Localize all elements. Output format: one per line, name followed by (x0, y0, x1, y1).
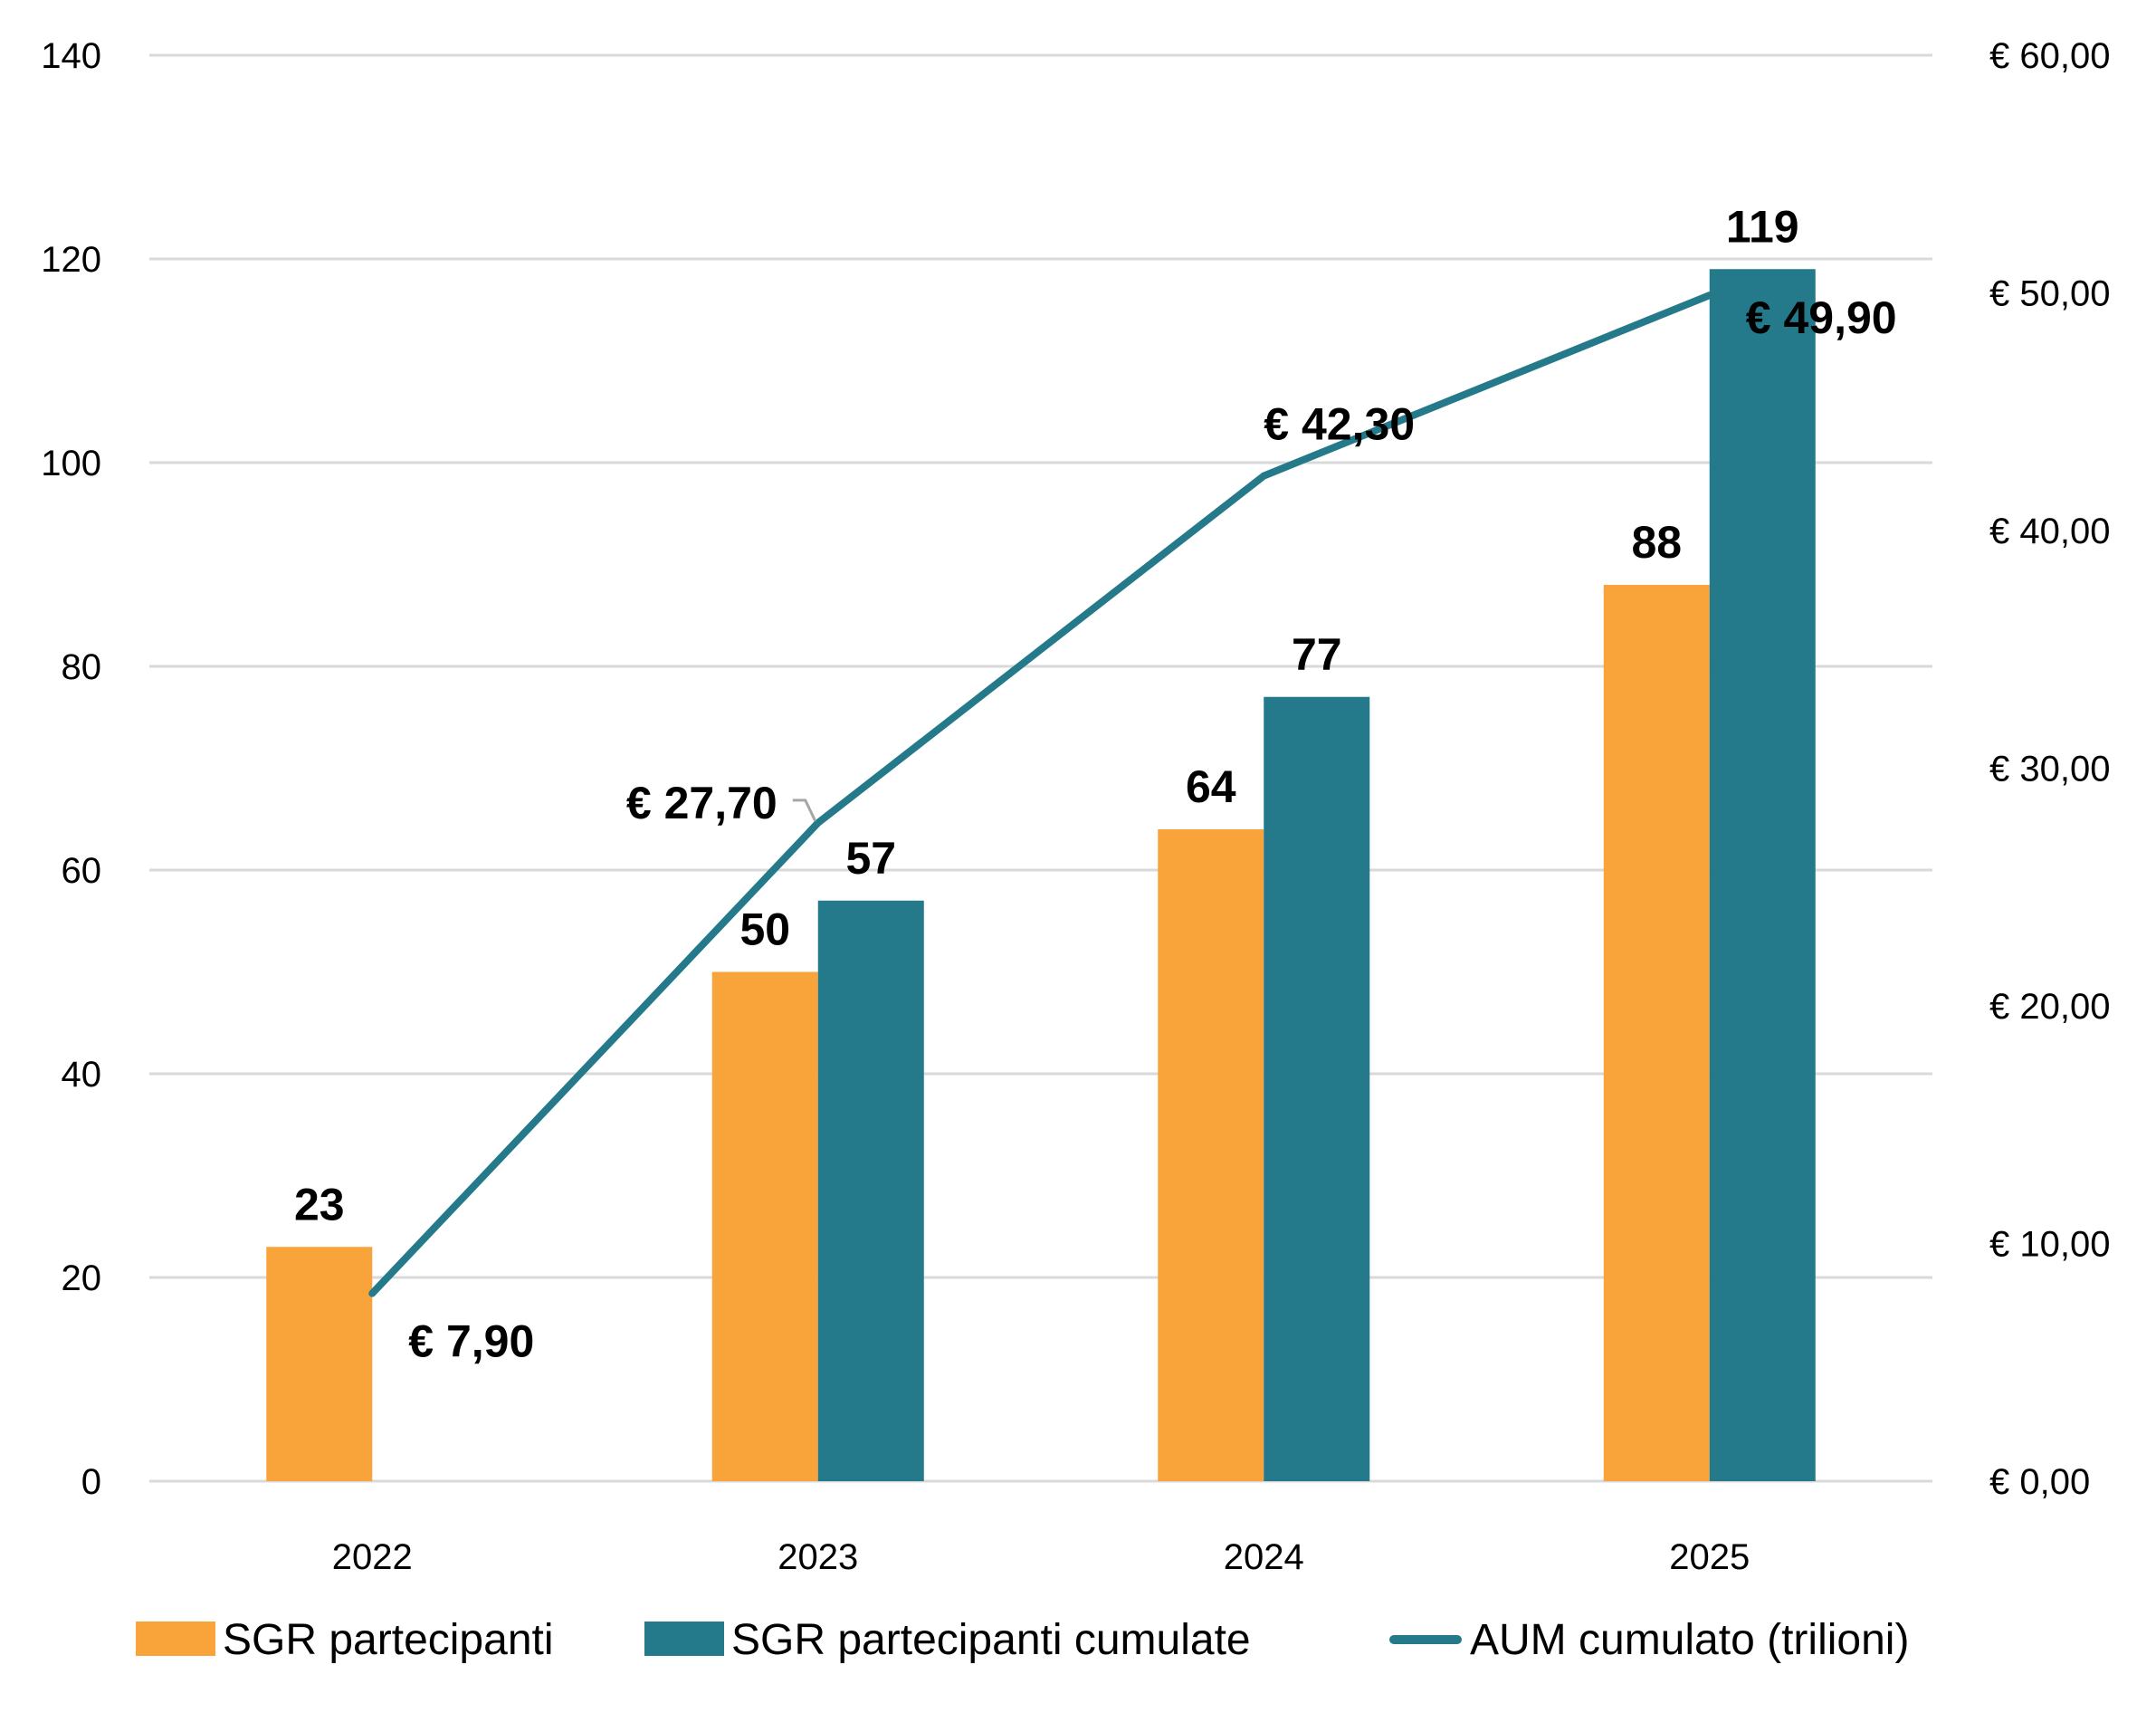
legend-label-sgr-partecipanti: SGR partecipanti (223, 1616, 554, 1664)
y-tick-label: 80 (62, 647, 102, 687)
y2-tick-label: € 0,00 (1989, 1462, 2090, 1502)
x-tick-label: 2022 (332, 1537, 413, 1577)
data-label-sgr-partecipanti: 50 (739, 904, 790, 955)
aum-line (368, 292, 1713, 1297)
y2-tick-label: € 40,00 (1989, 512, 2110, 551)
aum-line-path (368, 292, 1713, 1297)
y-tick-label: 0 (81, 1462, 101, 1502)
data-label-sgr-cumulate: 119 (1726, 201, 1799, 252)
y-tick-label: 20 (62, 1258, 102, 1298)
y-tick-label: 100 (41, 444, 101, 483)
data-label-aum: € 49,90 (1746, 292, 1897, 343)
data-labels: 23 50 57 64 77 88 119 € 7,90 € 27,70 € 42,30 € 49,… (294, 201, 1897, 1366)
legend-label-aum: AUM cumulato (trilioni) (1470, 1616, 1909, 1664)
y-tick-label: 140 (41, 36, 101, 76)
y-tick-label: 40 (62, 1055, 102, 1095)
data-label-aum: € 7,90 (408, 1316, 534, 1367)
left-axis-ticks: 0 20 40 60 80 100 120 140 (41, 36, 101, 1502)
bar-sgr-partecipanti (1158, 829, 1264, 1481)
y2-tick-label: € 20,00 (1989, 987, 2110, 1027)
x-axis-ticks: 2022 2023 2024 2025 (332, 1537, 1750, 1577)
y2-tick-label: € 60,00 (1989, 36, 2110, 76)
gridlines (149, 53, 1932, 1483)
bars (266, 269, 1816, 1481)
y2-tick-label: € 10,00 (1989, 1225, 2110, 1265)
x-tick-label: 2024 (1224, 1537, 1304, 1577)
data-label-sgr-partecipanti: 23 (294, 1179, 345, 1229)
data-label-sgr-partecipanti: 88 (1631, 517, 1682, 568)
leader-line (792, 799, 817, 822)
x-tick-label: 2025 (1669, 1537, 1750, 1577)
data-label-aum: € 27,70 (626, 778, 777, 828)
x-tick-label: 2023 (777, 1537, 858, 1577)
data-label-sgr-cumulate: 77 (1292, 629, 1342, 680)
data-label-sgr-cumulate: 57 (845, 833, 896, 884)
bar-sgr-cumulate (1264, 696, 1370, 1481)
data-label-aum: € 42,30 (1264, 399, 1415, 450)
bar-sgr-partecipanti (266, 1247, 373, 1481)
legend-label-sgr-cumulate: SGR partecipanti cumulate (731, 1616, 1251, 1664)
bar-sgr-cumulate (817, 900, 924, 1481)
bar-sgr-cumulate (1709, 269, 1816, 1481)
legend: SGR partecipanti SGR partecipanti cumulat… (136, 1616, 1909, 1664)
right-axis-ticks: € 0,00 € 10,00 € 20,00 € 30,00 € 40,00 € 50,0… (1989, 36, 2110, 1502)
bar-sgr-partecipanti (1603, 585, 1710, 1481)
y2-tick-label: € 50,00 (1989, 274, 2110, 314)
data-label-sgr-partecipanti: 64 (1186, 761, 1236, 812)
legend-swatch-sgr-partecipanti (136, 1622, 215, 1656)
y-tick-label: 60 (62, 851, 102, 891)
bar-sgr-partecipanti (711, 971, 818, 1481)
y2-tick-label: € 30,00 (1989, 750, 2110, 789)
y-tick-label: 120 (41, 240, 101, 280)
legend-swatch-sgr-cumulate (644, 1622, 724, 1656)
